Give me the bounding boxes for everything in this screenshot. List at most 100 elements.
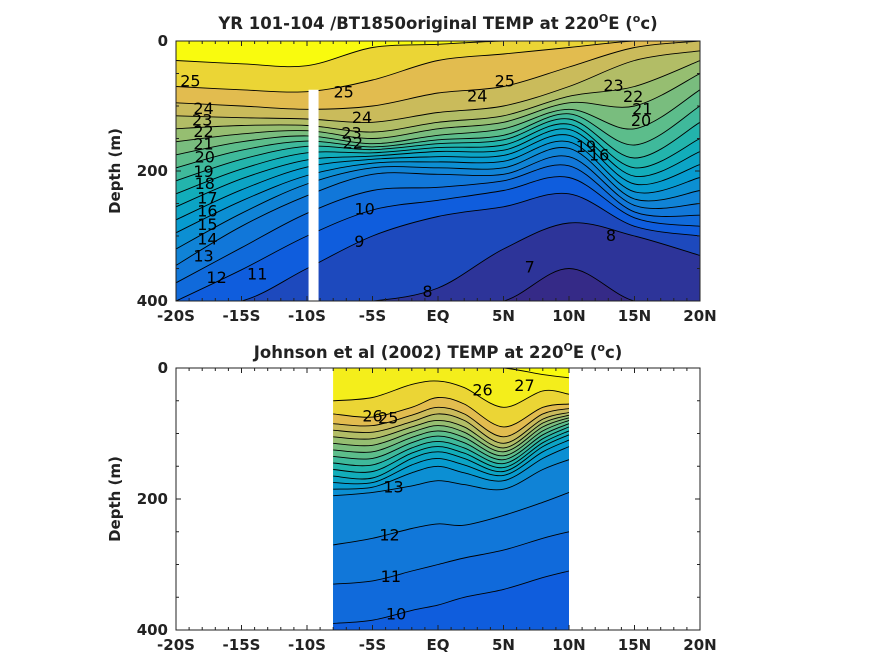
contour-line-26	[333, 380, 570, 408]
contour-label: 22	[343, 133, 363, 152]
contour-label: 22	[193, 122, 213, 141]
contour-line-18	[176, 118, 700, 182]
contour-label: 26	[362, 407, 382, 426]
contour-line-23	[176, 50, 700, 123]
contour-line-22	[176, 60, 700, 133]
x-tick-label: -5S	[359, 307, 386, 325]
contour-label: 16	[589, 146, 609, 165]
contour-label: 11	[247, 265, 267, 284]
missing-data-column	[308, 89, 319, 301]
x-tick-label: -10S	[288, 307, 326, 325]
x-tick-label: EQ	[427, 307, 450, 325]
chart-panel-2: Johnson et al (2002) TEMP at 220OE (oc) …	[106, 341, 717, 654]
axes-2: -20S -15S -10S -5S EQ 5N 10N 15N 20N 0 200 400	[137, 359, 717, 654]
fill-band-10	[333, 571, 569, 630]
x-tick-label: -20S	[157, 307, 195, 325]
x-tick-label: EQ	[427, 636, 450, 654]
contour-line-20	[333, 419, 570, 457]
title-1-main: YR 101-104 /BT1850original TEMP at 220	[217, 14, 599, 33]
contour-label: 25	[180, 72, 200, 91]
title-2-mid: E (	[573, 343, 598, 362]
contour-label: 15	[197, 215, 217, 234]
contour-line-25	[333, 396, 570, 428]
contour-label: 8	[422, 282, 432, 301]
axes-1: -20S -15S -10S -5S EQ 5N 10N 15N 20N 0 200 400	[137, 32, 717, 325]
contour-line-19	[176, 105, 700, 169]
y-axis-label-1: Depth (m)	[106, 128, 124, 214]
x-tick-label: -20S	[157, 636, 195, 654]
contour-label: 16	[197, 202, 217, 221]
contour-label: 17	[197, 189, 217, 208]
contour-label: 20	[195, 148, 215, 167]
contour-label: 10	[386, 605, 406, 624]
contour-line-16	[333, 434, 570, 480]
chart-title-1: YR 101-104 /BT1850original TEMP at 220OE…	[217, 12, 657, 33]
x-tick-label: 20N	[683, 636, 716, 654]
title-1-end: c)	[640, 14, 657, 33]
contour-line-24	[333, 406, 570, 438]
contour-label: 26	[472, 381, 492, 400]
contour-line-27	[333, 368, 570, 379]
contour-label: 27	[514, 376, 534, 395]
x-tick-label: 10N	[552, 307, 585, 325]
contour-label: 14	[197, 229, 217, 248]
y-tick-label: 400	[137, 621, 168, 639]
contour-label: 12	[206, 268, 226, 287]
contour-label: 10	[354, 200, 374, 219]
fill-band-7	[176, 268, 700, 301]
contour-line-12	[176, 155, 700, 266]
x-tick-label: 5N	[492, 307, 515, 325]
chart-panel-1: YR 101-104 /BT1850original TEMP at 220OE…	[106, 12, 717, 325]
contour-label: 7	[525, 257, 535, 276]
contour-label: 8	[606, 226, 616, 245]
contour-label: 25	[334, 83, 354, 102]
contour-line-16	[176, 128, 700, 208]
contour-line-24	[176, 41, 700, 110]
contour-line-10	[176, 176, 700, 301]
contour-line-11	[176, 164, 700, 284]
contour-line-17	[333, 430, 570, 473]
contour-label: 23	[341, 124, 361, 143]
contour-label: 24	[467, 86, 487, 105]
contour-label: 19	[576, 137, 596, 156]
contour-label: 21	[632, 99, 652, 118]
contour-line-14	[333, 446, 570, 490]
contour-line-15	[333, 439, 570, 485]
contour-label: 9	[354, 232, 364, 251]
y-tick-label: 200	[137, 162, 168, 180]
contour-line-12	[333, 491, 570, 546]
title-2-main: Johnson et al (2002) TEMP at 220	[253, 343, 564, 362]
title-1-mid: E (	[608, 14, 633, 33]
contour-line-7	[176, 268, 700, 301]
contour-label: 24	[193, 99, 213, 118]
contour-line-23	[333, 412, 570, 444]
contour-label: 24	[352, 108, 372, 127]
contour-label: 18	[195, 174, 215, 193]
contour-label: 11	[381, 567, 401, 586]
contour-line-21	[176, 73, 700, 143]
contour-line-18	[333, 426, 570, 467]
contour-label: 23	[192, 111, 212, 130]
title-1-sup2: o	[633, 12, 641, 25]
x-tick-label: 5N	[492, 636, 515, 654]
contour-line-8	[176, 222, 700, 301]
contour-line-25	[176, 41, 700, 93]
contour-label: 25	[378, 409, 398, 428]
y-tick-label: 400	[137, 292, 168, 310]
x-tick-label: -10S	[288, 636, 326, 654]
contour-line-10	[333, 570, 570, 624]
contour-label: 19	[193, 162, 213, 181]
contour-line-13	[333, 459, 570, 497]
contour-line-19	[333, 423, 570, 461]
contour-line-13	[176, 147, 700, 250]
x-tick-label: 20N	[683, 307, 716, 325]
contour-label: 25	[495, 72, 515, 91]
y-axis-label-2: Depth (m)	[106, 456, 124, 542]
contour-label: 13	[193, 246, 213, 265]
x-tick-label: 15N	[618, 307, 651, 325]
contour-label: 20	[631, 111, 651, 130]
contour-label: 21	[193, 135, 213, 154]
y-tick-label: 200	[137, 490, 168, 508]
